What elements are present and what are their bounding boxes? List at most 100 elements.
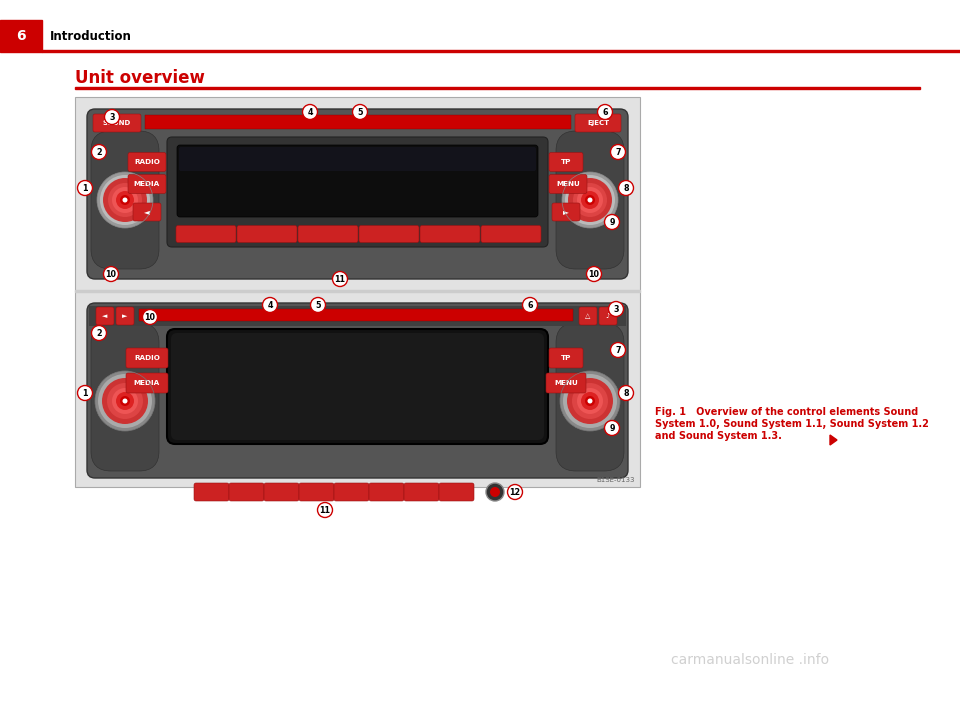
Text: ►: ►: [122, 313, 128, 319]
Circle shape: [605, 215, 619, 229]
Circle shape: [116, 191, 134, 209]
Bar: [75, 87, 920, 88]
Circle shape: [123, 198, 128, 203]
Bar: [139, 309, 573, 321]
FancyBboxPatch shape: [420, 226, 480, 243]
Text: RADIO: RADIO: [134, 159, 160, 165]
FancyBboxPatch shape: [133, 203, 161, 221]
FancyBboxPatch shape: [93, 114, 141, 132]
Circle shape: [78, 180, 92, 196]
Circle shape: [490, 487, 500, 497]
Text: MEDIA: MEDIA: [133, 181, 160, 187]
Circle shape: [318, 503, 332, 517]
FancyBboxPatch shape: [404, 483, 439, 501]
Circle shape: [588, 398, 592, 404]
Text: ◄: ◄: [103, 313, 108, 319]
FancyBboxPatch shape: [87, 109, 628, 279]
Text: △: △: [586, 313, 590, 319]
Text: 3: 3: [613, 305, 619, 314]
FancyBboxPatch shape: [171, 333, 544, 440]
FancyBboxPatch shape: [87, 303, 628, 478]
Circle shape: [587, 266, 602, 282]
Circle shape: [562, 172, 618, 228]
Circle shape: [100, 175, 150, 225]
Text: Unit overview: Unit overview: [75, 69, 204, 87]
Text: 5: 5: [357, 108, 363, 117]
Text: MEDIA: MEDIA: [133, 380, 160, 386]
Circle shape: [577, 187, 603, 213]
Text: 3: 3: [109, 113, 115, 122]
Text: 10: 10: [145, 313, 156, 322]
Text: B1SE-0133: B1SE-0133: [596, 477, 635, 483]
Text: RADIO: RADIO: [134, 355, 160, 361]
Circle shape: [568, 178, 612, 222]
Circle shape: [585, 396, 595, 406]
Circle shape: [609, 301, 623, 316]
FancyBboxPatch shape: [128, 153, 166, 172]
Text: MENU: MENU: [554, 380, 578, 386]
FancyBboxPatch shape: [194, 483, 229, 501]
Bar: [145, 115, 571, 129]
Circle shape: [123, 398, 128, 404]
Text: 6: 6: [16, 29, 26, 43]
FancyBboxPatch shape: [556, 323, 624, 471]
Text: 8: 8: [623, 184, 629, 193]
Circle shape: [108, 183, 142, 217]
Circle shape: [97, 172, 153, 228]
Circle shape: [618, 386, 634, 400]
Circle shape: [560, 371, 620, 431]
FancyBboxPatch shape: [599, 307, 617, 325]
Circle shape: [98, 374, 152, 428]
Polygon shape: [830, 435, 837, 445]
Text: 9: 9: [610, 424, 614, 433]
Circle shape: [91, 325, 107, 341]
Circle shape: [102, 378, 148, 424]
FancyBboxPatch shape: [177, 145, 538, 217]
Circle shape: [262, 297, 277, 313]
FancyBboxPatch shape: [481, 226, 541, 243]
FancyBboxPatch shape: [556, 131, 624, 269]
Circle shape: [105, 109, 119, 125]
Text: 7: 7: [615, 346, 621, 355]
Circle shape: [95, 371, 155, 431]
Text: ♪: ♪: [606, 313, 611, 319]
Circle shape: [112, 187, 138, 213]
Circle shape: [573, 183, 607, 217]
Text: 4: 4: [307, 108, 313, 117]
Text: 5: 5: [315, 301, 321, 310]
Bar: [89, 306, 626, 326]
Bar: [42, 50, 960, 52]
Circle shape: [618, 180, 634, 196]
Text: 8: 8: [623, 389, 629, 397]
FancyBboxPatch shape: [549, 175, 587, 193]
FancyBboxPatch shape: [128, 175, 166, 193]
Bar: [75, 290, 640, 292]
Circle shape: [120, 195, 130, 205]
Circle shape: [78, 386, 92, 400]
FancyBboxPatch shape: [126, 373, 168, 393]
Text: 2: 2: [96, 329, 102, 338]
Circle shape: [585, 195, 595, 205]
Circle shape: [597, 104, 612, 119]
Bar: [75, 97, 640, 487]
FancyBboxPatch shape: [298, 226, 358, 243]
Text: EJECT: EJECT: [587, 120, 609, 126]
FancyBboxPatch shape: [334, 483, 369, 501]
Text: TP: TP: [561, 159, 571, 165]
Circle shape: [112, 388, 138, 414]
Text: Introduction: Introduction: [50, 29, 132, 43]
Text: 9: 9: [610, 218, 614, 227]
Circle shape: [605, 421, 619, 435]
Circle shape: [611, 144, 626, 160]
Circle shape: [563, 374, 617, 428]
Text: 2: 2: [96, 148, 102, 157]
FancyBboxPatch shape: [575, 114, 621, 132]
Text: 11: 11: [334, 275, 346, 284]
Text: 4: 4: [267, 301, 273, 310]
Circle shape: [104, 266, 118, 282]
FancyBboxPatch shape: [167, 137, 548, 247]
Text: Fig. 1   Overview of the control elements Sound: Fig. 1 Overview of the control elements …: [655, 407, 919, 417]
Circle shape: [352, 104, 368, 119]
FancyBboxPatch shape: [579, 307, 597, 325]
Circle shape: [565, 175, 615, 225]
